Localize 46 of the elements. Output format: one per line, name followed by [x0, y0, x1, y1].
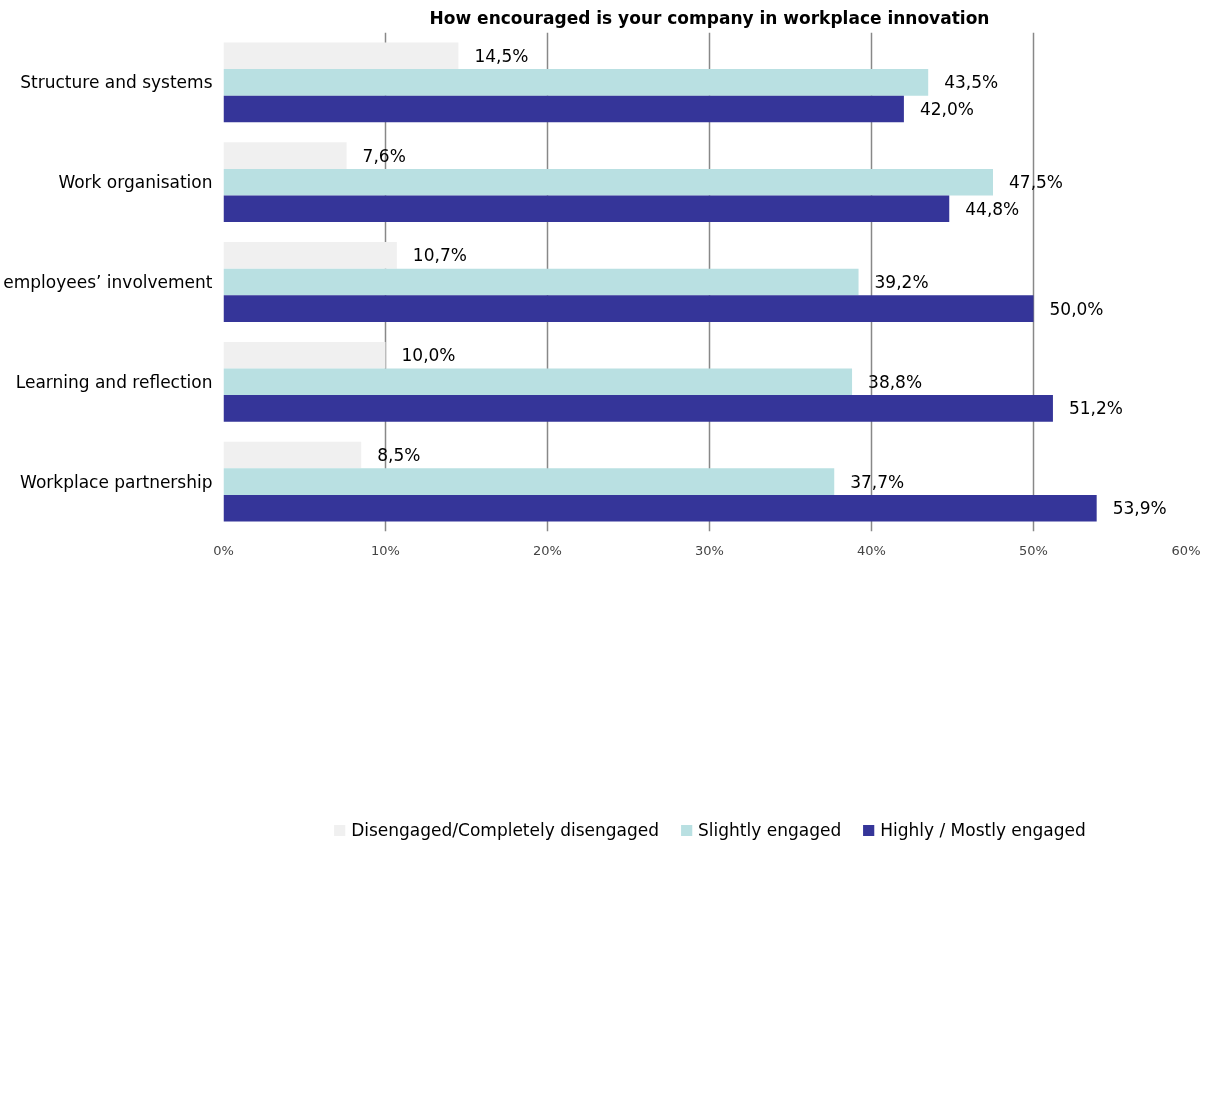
data-label: 39,2% [874, 272, 929, 292]
x-tick-label: 20% [533, 542, 562, 558]
bar [223, 468, 835, 495]
data-label: 7,6% [362, 145, 406, 166]
y-tick-label: Work organisation [58, 172, 213, 193]
data-label: 43,5% [944, 72, 999, 93]
bar [223, 242, 397, 269]
legend-label: Highly / Mostly engaged [880, 820, 1086, 840]
x-tick-label: 50% [1019, 542, 1048, 558]
data-label: 53,9% [1112, 498, 1167, 519]
data-label: 50,0% [1049, 298, 1104, 319]
y-tick-label: Learning and reflection [15, 371, 213, 392]
bar [223, 42, 459, 70]
bar [223, 168, 993, 196]
data-label: 10,7% [412, 245, 467, 266]
data-label: 47,5% [1009, 172, 1064, 193]
x-tick-label: 40% [857, 542, 886, 558]
legend-label: Disengaged/Completely disengaged [351, 820, 660, 840]
bar [223, 142, 347, 169]
legend-label: Slightly engaged [698, 820, 842, 840]
bar [223, 268, 859, 296]
y-tick-label: Workplace partnership [20, 471, 213, 492]
data-label: 14,5% [474, 45, 529, 66]
data-label: 8,5% [377, 444, 421, 465]
bar [223, 341, 386, 369]
bar [223, 368, 853, 396]
x-tick-label: 10% [371, 542, 400, 558]
data-label: 44,8% [965, 198, 1020, 219]
bar [223, 494, 1097, 522]
x-tick-label: 60% [1171, 542, 1201, 558]
bar [223, 69, 929, 96]
y-tick-label: employees’ involvement [3, 272, 213, 292]
data-label: 37,7% [850, 471, 905, 492]
bar [223, 95, 904, 123]
data-label: 10,0% [401, 345, 456, 366]
data-label: 42,0% [919, 99, 974, 120]
bar [223, 195, 950, 223]
x-tick-label: 0% [213, 542, 234, 558]
data-label: 38,8% [868, 371, 923, 392]
chart-title: How encouraged is your company in workplace innovation [429, 7, 990, 28]
x-tick-label: 30% [695, 542, 724, 558]
data-label: 51,2% [1068, 398, 1123, 419]
bar [223, 441, 362, 469]
y-tick-label: Structure and systems [20, 72, 213, 93]
bar [223, 395, 1053, 422]
bar [223, 295, 1034, 322]
